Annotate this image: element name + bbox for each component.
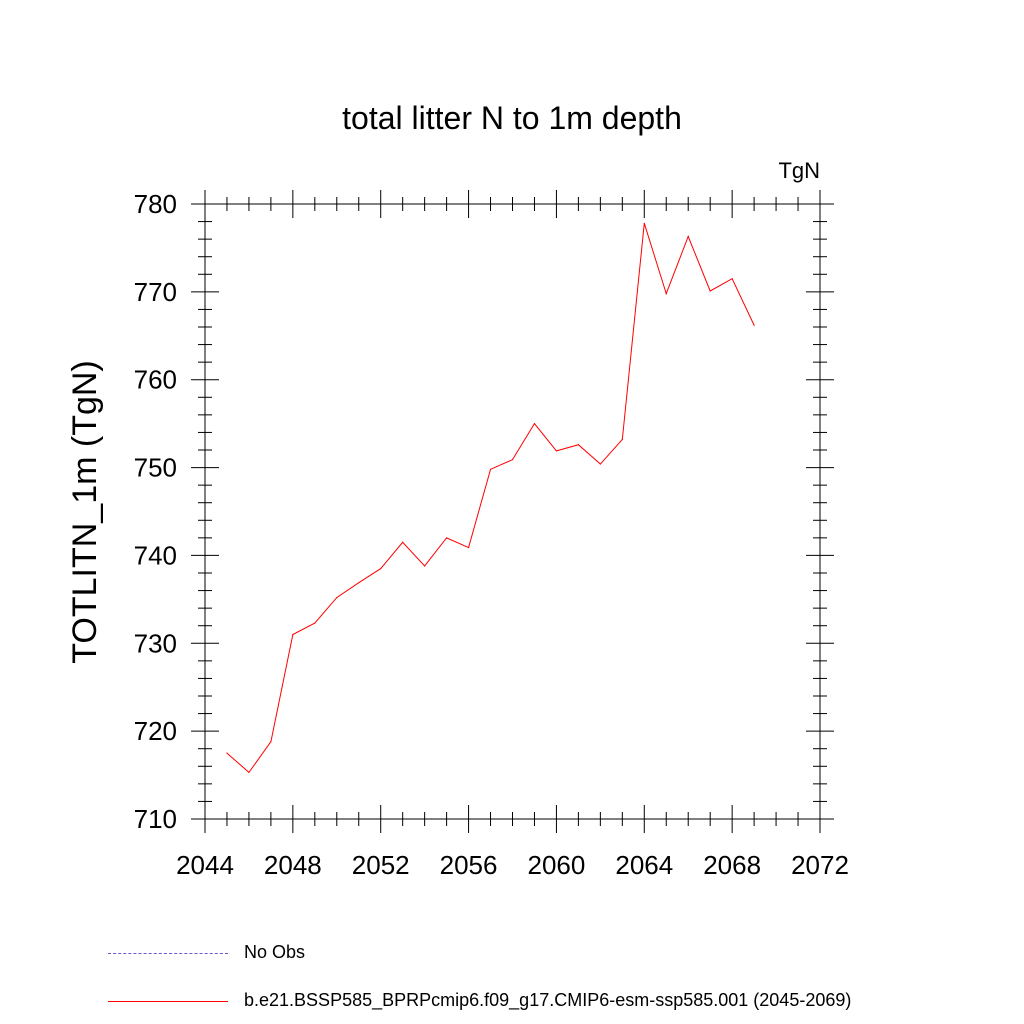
chart-title: total litter N to 1m depth [342,100,682,136]
data-point [533,423,536,425]
data-point [358,582,360,584]
data-point [731,278,733,280]
x-tick-label: 2052 [352,850,410,880]
y-tick-label: 730 [134,628,177,658]
data-point [665,293,667,295]
units-label: TgN [778,158,820,183]
data-point [555,450,558,452]
data-point [599,463,601,465]
series-group [226,222,755,774]
data-point [621,438,623,441]
data-point [753,324,755,326]
data-point [336,597,338,599]
x-tick-label: 2048 [264,850,322,880]
y-tick-label: 740 [134,540,177,570]
legend-swatch-solid [108,1000,228,1002]
y-tick-label: 750 [134,453,177,483]
x-tick-label: 2056 [440,850,498,880]
y-tick-label: 710 [134,804,177,834]
x-tick-label: 2060 [528,850,586,880]
y-tick-label: 770 [134,277,177,307]
x-tick-label: 2072 [791,850,849,880]
legend-item-no-obs: No Obs [108,942,305,963]
y-axis-label: TOTLITN_1m (TgN) [66,360,104,664]
data-point [467,546,470,549]
x-tick-label: 2044 [176,850,234,880]
data-point [402,541,404,543]
data-point [270,741,272,743]
data-point [643,222,645,224]
y-tick-label: 780 [134,189,177,219]
data-point [687,235,689,238]
y-tick-label: 720 [134,716,177,746]
data-point [577,444,579,446]
x-tick-label: 2068 [703,850,761,880]
data-point [380,568,382,570]
data-point [292,633,294,636]
legend-label: No Obs [244,942,306,962]
series-line [226,223,755,774]
data-point [446,537,448,539]
x-tick-label: 2064 [615,850,673,880]
legend-swatch-dashed [108,952,228,954]
data-point [248,771,250,774]
data-point [314,622,316,624]
data-point [424,565,426,567]
data-point [226,752,228,754]
legend-label: b.e21.BSSP585_BPRPcmip6.f09_g17.CMIP6-es… [244,990,852,1010]
data-point [489,468,492,470]
plot-frame [204,203,821,820]
data-point [511,459,514,461]
legend-item-model: b.e21.BSSP585_BPRPcmip6.f09_g17.CMIP6-es… [108,990,851,1011]
y-tick-label: 760 [134,365,177,395]
axes: 2044 2048 2052 2056 2060 2064 2068 2072 710 720 73… [134,189,849,880]
data-point [709,290,711,292]
